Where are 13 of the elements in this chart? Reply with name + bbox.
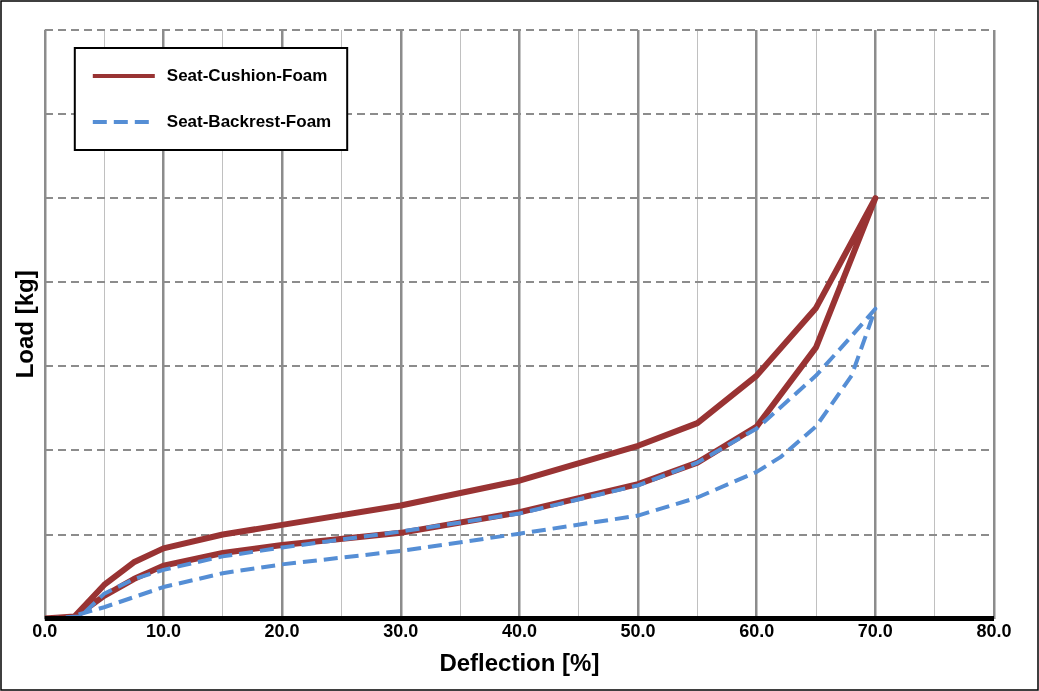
x-tick-label: 10.0 (145, 621, 181, 642)
x-tick-label: 50.0 (620, 621, 656, 642)
x-tick-label: 80.0 (976, 621, 1012, 642)
x-tick-label: 40.0 (501, 621, 537, 642)
legend-label: Seat-Backrest-Foam (166, 111, 332, 131)
x-tick-label: 20.0 (264, 621, 300, 642)
x-tick-label: 0.0 (32, 621, 58, 642)
y-axis-title: Load [kg] (11, 270, 39, 379)
x-tick-label: 70.0 (857, 621, 893, 642)
x-tick-label: 30.0 (383, 621, 419, 642)
legend-label: Seat-Cushion-Foam (166, 65, 328, 85)
x-tick-label: 60.0 (739, 621, 775, 642)
x-axis-title: Deflection [%] (439, 649, 600, 677)
